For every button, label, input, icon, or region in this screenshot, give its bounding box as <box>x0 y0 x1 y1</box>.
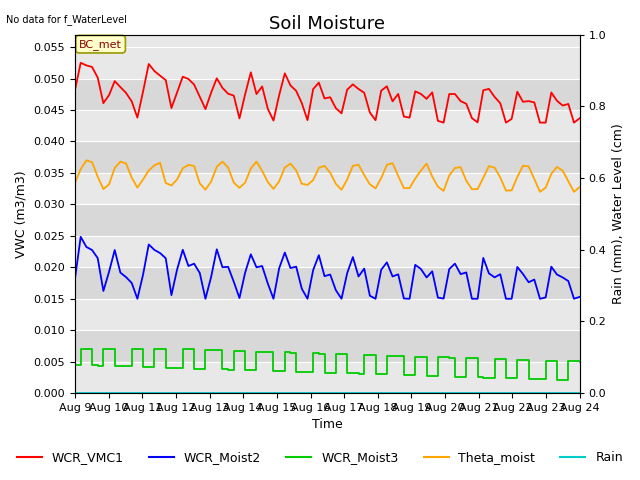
Bar <box>75 330 580 361</box>
Y-axis label: Rain (mm), Water Level (cm): Rain (mm), Water Level (cm) <box>612 123 625 304</box>
Bar <box>75 47 580 79</box>
Bar <box>75 79 580 110</box>
Bar <box>75 299 580 330</box>
Title: Soil Moisture: Soil Moisture <box>269 15 385 33</box>
X-axis label: Time: Time <box>312 419 343 432</box>
Bar <box>75 142 580 173</box>
Legend: WCR_VMC1, WCR_Moist2, WCR_Moist3, Theta_moist, Rain: WCR_VMC1, WCR_Moist2, WCR_Moist3, Theta_… <box>12 446 628 469</box>
Bar <box>75 110 580 142</box>
Y-axis label: VWC (m3/m3): VWC (m3/m3) <box>15 170 28 258</box>
Bar <box>75 361 580 393</box>
Bar <box>75 267 580 299</box>
Bar <box>75 236 580 267</box>
Bar <box>75 173 580 204</box>
Bar <box>75 204 580 236</box>
Text: BC_met: BC_met <box>79 39 122 49</box>
Text: No data for f_WaterLevel: No data for f_WaterLevel <box>6 14 127 25</box>
